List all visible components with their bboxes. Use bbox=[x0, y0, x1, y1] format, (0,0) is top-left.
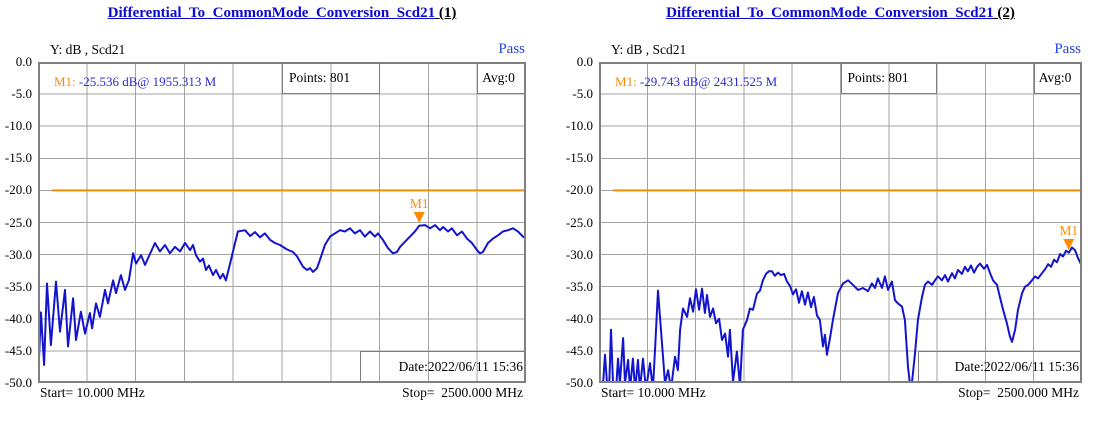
points-readout: Points: 801 bbox=[840, 62, 938, 94]
trace-Scd21 bbox=[599, 246, 1082, 383]
marker-readout-prefix: M1: bbox=[54, 74, 76, 89]
avg-readout: Avg:0 bbox=[1033, 62, 1082, 94]
y-tick-label: -35.0 bbox=[4, 278, 32, 294]
chart-title: Differential_To_CommonMode_Conversion_Sc… bbox=[569, 5, 1100, 22]
y-axis-label: Y: dB , Scd21 bbox=[611, 42, 687, 57]
avg-readout-label: Avg:0 bbox=[1038, 70, 1072, 85]
status-badge: Pass bbox=[1054, 41, 1081, 57]
y-tick-label: -25.0 bbox=[4, 214, 32, 230]
y-tick-label: -40.0 bbox=[4, 310, 32, 326]
chart-title-index: (1) bbox=[435, 5, 457, 21]
marker-label: M1 bbox=[410, 196, 429, 211]
measurement-panel-1: Differential_To_CommonMode_Conversion_Sc… bbox=[5, 5, 526, 400]
status-badge: Pass bbox=[498, 41, 525, 57]
y-tick-label: -5.0 bbox=[11, 86, 32, 102]
y-tick-label: -15.0 bbox=[4, 150, 32, 166]
y-tick-label: -30.0 bbox=[4, 246, 32, 262]
points-readout-label: Points: 801 bbox=[847, 70, 909, 85]
date-readout: Date:2022/06/11 15:36 bbox=[917, 351, 1082, 383]
y-tick-label: -10.0 bbox=[565, 118, 593, 134]
marker-readout-value: -29.743 dB@ 2431.525 M bbox=[636, 74, 778, 89]
y-tick-label: -10.0 bbox=[4, 118, 32, 134]
marker-triangle-icon bbox=[1063, 238, 1075, 250]
y-tick-label: 0.0 bbox=[576, 54, 593, 69]
marker-readout: M1: -25.536 dB@ 1955.313 M bbox=[54, 74, 216, 90]
y-tick-label: -20.0 bbox=[565, 182, 593, 198]
chart-title-text: Differential_To_CommonMode_Conversion_Sc… bbox=[666, 5, 994, 21]
marker-triangle-icon bbox=[413, 211, 425, 223]
x-axis-stop-label: Stop= 2500.000 MHz bbox=[402, 385, 523, 400]
chart-plot-area: M1 bbox=[38, 62, 526, 383]
x-axis-start-label: Start= 10.000 MHz bbox=[601, 385, 706, 400]
date-readout-label: Date:2022/06/11 15:36 bbox=[954, 359, 1079, 374]
y-tick-label: 0.0 bbox=[15, 54, 32, 69]
y-tick-label: -50.0 bbox=[565, 375, 593, 390]
date-readout-label: Date:2022/06/11 15:36 bbox=[398, 359, 523, 374]
x-axis-stop-label: Stop= 2500.000 MHz bbox=[958, 385, 1079, 400]
chart-title-text: Differential_To_CommonMode_Conversion_Sc… bbox=[107, 5, 436, 21]
marker-label: M1 bbox=[1059, 223, 1078, 238]
y-tick-label: -20.0 bbox=[4, 182, 32, 198]
chart-title-index: (2) bbox=[993, 5, 1015, 21]
marker-readout: M1: -29.743 dB@ 2431.525 M bbox=[615, 74, 777, 90]
y-tick-label: -25.0 bbox=[565, 214, 593, 230]
y-tick-label: -45.0 bbox=[565, 342, 593, 358]
date-readout: Date:2022/06/11 15:36 bbox=[360, 351, 526, 383]
marker-readout-prefix: M1: bbox=[615, 74, 637, 89]
y-tick-label: -30.0 bbox=[565, 246, 593, 262]
chart-plot-area: M1 bbox=[599, 62, 1082, 383]
marker-readout-value: -25.536 dB@ 1955.313 M bbox=[75, 74, 217, 89]
points-readout-label: Points: 801 bbox=[289, 70, 351, 85]
y-axis-label: Y: dB , Scd21 bbox=[50, 42, 126, 57]
chart-title: Differential_To_CommonMode_Conversion_Sc… bbox=[8, 5, 556, 22]
x-axis-start-label: Start= 10.000 MHz bbox=[40, 385, 145, 400]
measurement-panel-2: Differential_To_CommonMode_Conversion_Sc… bbox=[566, 5, 1082, 400]
y-tick-label: -35.0 bbox=[565, 278, 593, 294]
y-tick-label: -50.0 bbox=[4, 375, 32, 390]
avg-readout-label: Avg:0 bbox=[482, 70, 515, 85]
y-tick-label: -5.0 bbox=[572, 86, 593, 102]
y-tick-label: -15.0 bbox=[565, 150, 593, 166]
y-tick-label: -45.0 bbox=[4, 342, 32, 358]
y-tick-label: -40.0 bbox=[565, 310, 593, 326]
points-readout: Points: 801 bbox=[282, 62, 380, 94]
avg-readout: Avg:0 bbox=[477, 62, 526, 94]
trace-Scd21 bbox=[38, 224, 526, 383]
